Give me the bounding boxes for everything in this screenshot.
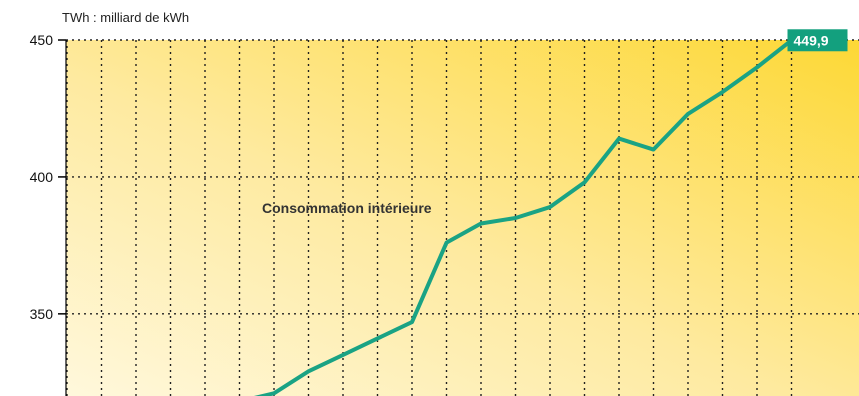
series-layer [253, 38, 794, 396]
y-axis: 350 400 450 [30, 32, 67, 396]
end-value-label: 449,9 [794, 32, 829, 48]
end-value-badge [787, 29, 848, 52]
series-annotation: Consommation intérieure [262, 200, 432, 216]
label-layer: Consommation intérieure 449,9 [262, 29, 848, 216]
unit-label: TWh : milliard de kWh [62, 10, 190, 25]
grid [66, 39, 859, 396]
plot-background [66, 40, 859, 396]
y-tick-label: 350 [30, 306, 54, 322]
y-tick-label: 400 [30, 169, 54, 185]
y-tick-label: 450 [30, 32, 54, 48]
